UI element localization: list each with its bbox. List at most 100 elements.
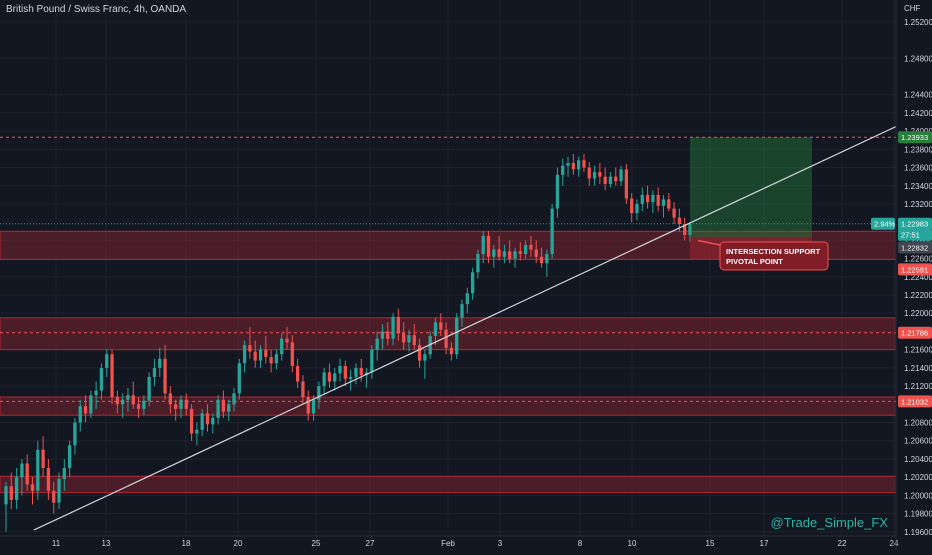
candle-body[interactable] [184,399,188,409]
candle-body[interactable] [264,349,268,357]
candle-body[interactable] [582,160,586,168]
candle-body[interactable] [508,251,512,259]
candle-body[interactable] [407,335,411,343]
candle-body[interactable] [89,395,93,414]
candle-body[interactable] [518,251,522,255]
candle-body[interactable] [46,468,51,491]
candle-body[interactable] [73,422,77,446]
candle-body[interactable] [168,393,173,405]
candle-body[interactable] [380,331,385,339]
candle-body[interactable] [402,333,406,343]
candle-body[interactable] [258,349,263,361]
candle-body[interactable] [492,249,496,257]
candle-body[interactable] [619,169,623,182]
candle-body[interactable] [227,404,231,412]
candle-body[interactable] [592,172,597,179]
candle-body[interactable] [115,397,119,405]
candle-body[interactable] [99,367,104,391]
candle-body[interactable] [52,490,56,503]
candle-body[interactable] [603,176,607,184]
candle-body[interactable] [126,395,130,400]
candle-body[interactable] [386,331,390,339]
candle-body[interactable] [57,478,61,503]
candle-body[interactable] [412,335,416,346]
candle-body[interactable] [9,486,13,500]
candle-body[interactable] [672,208,676,218]
candle-body[interactable] [179,399,183,409]
candle-body[interactable] [598,172,602,177]
candle-body[interactable] [433,322,438,337]
candle-body[interactable] [481,235,485,255]
candle-body[interactable] [274,354,279,364]
candle-body[interactable] [545,254,549,264]
candle-body[interactable] [110,354,114,398]
candle-body[interactable] [327,372,332,382]
trendline[interactable] [33,126,897,531]
candle-body[interactable] [640,194,644,204]
candle-body[interactable] [667,199,671,209]
candle-body[interactable] [280,338,284,355]
candle-body[interactable] [455,317,459,355]
candle-body[interactable] [14,477,19,500]
candle-body[interactable] [555,174,560,209]
candle-body[interactable] [349,376,353,379]
candle-body[interactable] [566,162,570,166]
candle-body[interactable] [290,342,294,367]
candle-body[interactable] [688,224,692,235]
candle-body[interactable] [523,244,528,255]
candle-body[interactable] [94,390,98,396]
candle-body[interactable] [465,293,469,305]
candle-body[interactable] [391,316,395,339]
candle-body[interactable] [136,404,141,409]
candle-body[interactable] [651,194,655,203]
candle-body[interactable] [396,316,401,334]
candle-body[interactable] [529,244,533,250]
candle-body[interactable] [205,413,210,425]
target-area[interactable] [690,137,812,238]
candle-body[interactable] [550,208,554,255]
annotation-box[interactable] [719,241,829,271]
candle-body[interactable] [237,363,241,394]
candle-body[interactable] [216,399,220,418]
candle-body[interactable] [211,417,215,425]
candle-body[interactable] [248,345,252,352]
candle-body[interactable] [253,351,257,361]
candle-body[interactable] [497,249,501,257]
candle-body[interactable] [476,254,480,273]
candle-body[interactable] [587,167,591,179]
candle-body[interactable] [311,399,316,414]
candle-body[interactable] [221,399,226,412]
candle-body[interactable] [683,224,687,235]
candle-body[interactable] [513,251,517,259]
candle-body[interactable] [624,169,629,199]
candle-body[interactable] [635,203,639,214]
candle-body[interactable] [174,404,178,409]
candle-body[interactable] [561,165,565,175]
candle-body[interactable] [36,449,40,491]
candle-body[interactable] [200,413,204,430]
support-zone[interactable] [0,317,897,351]
candle-body[interactable] [295,366,300,382]
candle-body[interactable] [375,338,379,350]
candle-body[interactable] [677,217,682,225]
candle-body[interactable] [449,347,454,355]
candle-body[interactable] [142,400,146,409]
candle-body[interactable] [285,338,289,343]
candle-body[interactable] [343,366,347,379]
candle-body[interactable] [539,256,544,264]
candle-body[interactable] [577,160,581,170]
candle-body[interactable] [62,468,66,479]
candle-body[interactable] [78,406,82,423]
candle-body[interactable] [417,345,422,361]
candle-body[interactable] [359,367,363,376]
support-zone[interactable] [0,475,897,494]
candle-body[interactable] [486,235,491,257]
candle-body[interactable] [269,356,273,364]
candle-body[interactable] [306,397,310,414]
candle-body[interactable] [25,463,29,485]
candle-body[interactable] [571,162,575,170]
candle-body[interactable] [30,484,35,491]
candle-body[interactable] [661,199,666,206]
candle-body[interactable] [444,329,448,348]
